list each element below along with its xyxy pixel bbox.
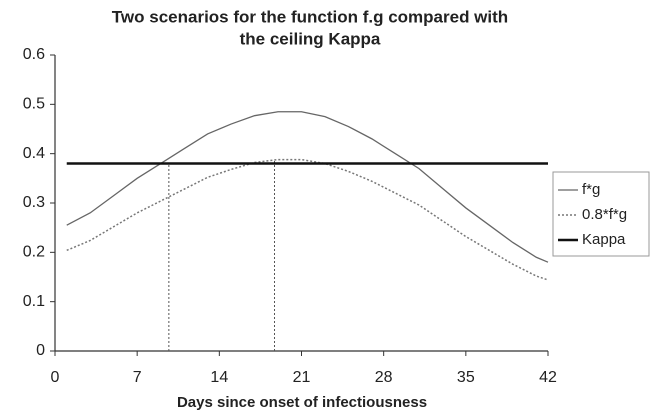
series-line [66,158,549,281]
y-tick-label: 0.5 [23,96,45,113]
x-tick-label: 42 [539,369,557,386]
y-tick-label: 0 [36,342,45,359]
x-tick-label: 14 [210,369,228,386]
y-tick-label: 0.6 [23,46,45,63]
chart-title: the ceiling Kappa [240,29,381,48]
x-tick-label: 28 [375,369,393,386]
legend-text: 0.8*f*g [582,206,627,223]
series-line [66,111,549,263]
x-tick-label: 7 [133,369,142,386]
x-axis-title: Days since onset of infectiousness [177,394,427,411]
y-tick-label: 0.1 [23,293,45,310]
x-tick-label: 0 [51,369,60,386]
x-tick-label: 35 [457,369,475,386]
legend-text: f*g [582,181,600,198]
y-tick-label: 0.3 [23,194,45,211]
chart-title: Two scenarios for the function f.g compa… [112,7,508,26]
x-tick-label: 21 [293,369,311,386]
legend-box [552,171,650,257]
legend-text: Kappa [582,231,626,248]
y-tick-label: 0.4 [23,145,45,162]
y-tick-label: 0.2 [23,244,45,261]
